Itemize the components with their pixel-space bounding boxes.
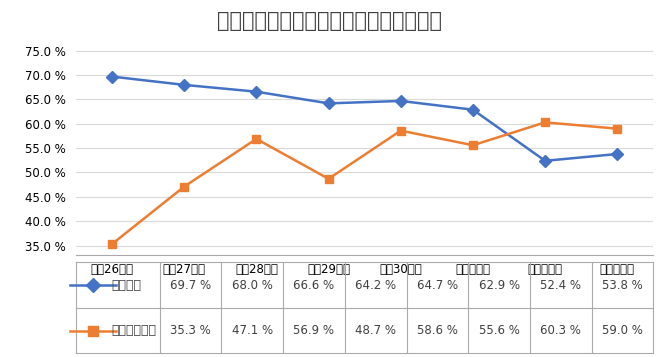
Text: 55.6 %: 55.6 %	[478, 324, 519, 337]
Text: 特定健診・特定保健指導の受診率の推移: 特定健診・特定保健指導の受診率の推移	[218, 11, 442, 31]
Text: 64.2 %: 64.2 %	[355, 279, 396, 292]
Text: 69.7 %: 69.7 %	[170, 279, 211, 292]
Text: 35.3 %: 35.3 %	[170, 324, 211, 337]
Text: 47.1 %: 47.1 %	[232, 324, 273, 337]
Text: 59.0 %: 59.0 %	[602, 324, 643, 337]
Text: 特定保健指導: 特定保健指導	[111, 324, 156, 337]
Text: 62.9 %: 62.9 %	[478, 279, 519, 292]
Text: 53.8 %: 53.8 %	[602, 279, 643, 292]
Text: 60.3 %: 60.3 %	[541, 324, 581, 337]
Text: 特定健診: 特定健診	[111, 279, 141, 292]
Text: 68.0 %: 68.0 %	[232, 279, 273, 292]
Text: 56.9 %: 56.9 %	[294, 324, 335, 337]
Text: 58.6 %: 58.6 %	[417, 324, 458, 337]
Text: 64.7 %: 64.7 %	[417, 279, 458, 292]
Text: 52.4 %: 52.4 %	[541, 279, 581, 292]
Text: 48.7 %: 48.7 %	[355, 324, 396, 337]
Text: 66.6 %: 66.6 %	[294, 279, 335, 292]
